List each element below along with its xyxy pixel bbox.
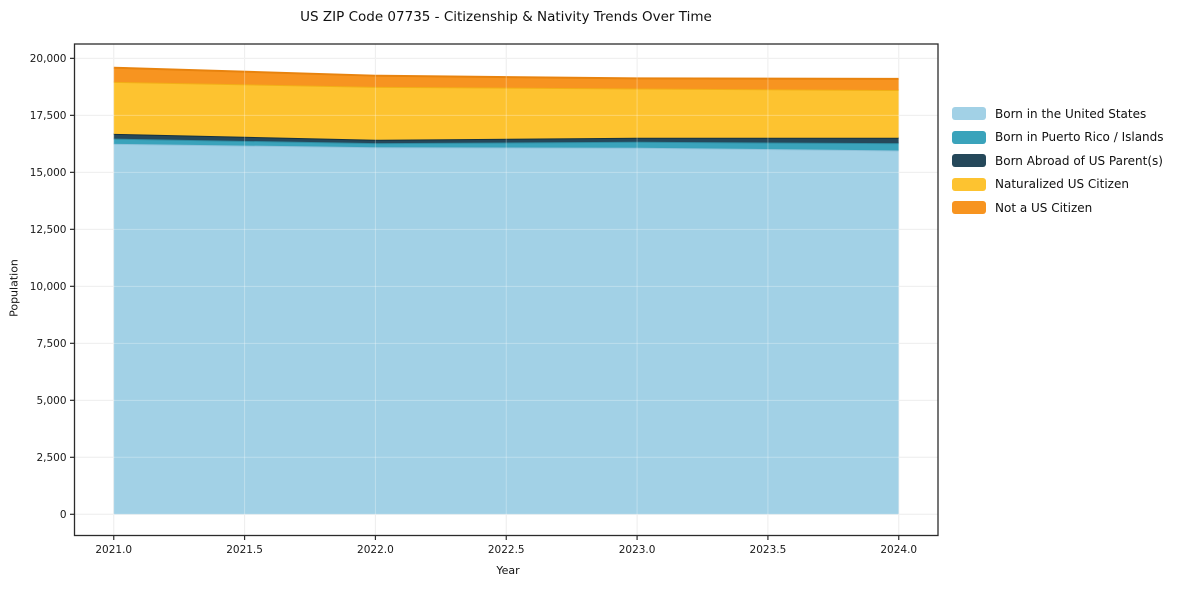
- x-axis-label: Year: [496, 564, 520, 577]
- legend-label-born-pr: Born in Puerto Rico / Islands: [995, 130, 1164, 145]
- svg-text:2022.0: 2022.0: [357, 544, 394, 556]
- svg-text:2022.5: 2022.5: [488, 544, 525, 556]
- legend-item: Born Abroad of US Parent(s): [952, 149, 1164, 173]
- legend-label-naturalized: Naturalized US Citizen: [995, 177, 1129, 192]
- legend-item: Naturalized US Citizen: [952, 173, 1164, 197]
- svg-text:2021.5: 2021.5: [226, 544, 263, 556]
- legend-item: Not a US Citizen: [952, 196, 1164, 220]
- svg-text:2,500: 2,500: [36, 452, 66, 464]
- svg-text:7,500: 7,500: [36, 338, 66, 350]
- svg-text:12,500: 12,500: [30, 224, 67, 236]
- legend-swatch-not-citizen: [952, 201, 986, 215]
- legend-label-not-citizen: Not a US Citizen: [995, 200, 1093, 215]
- svg-text:17,500: 17,500: [30, 110, 67, 122]
- svg-text:0: 0: [60, 509, 67, 521]
- legend-label-born-abroad: Born Abroad of US Parent(s): [995, 153, 1163, 168]
- svg-text:20,000: 20,000: [30, 53, 67, 65]
- legend-item: Born in Puerto Rico / Islands: [952, 126, 1164, 150]
- svg-text:2023.5: 2023.5: [750, 544, 787, 556]
- legend-item: Born in the United States: [952, 102, 1164, 126]
- legend-swatch-naturalized: [952, 177, 986, 191]
- svg-text:5,000: 5,000: [36, 395, 66, 407]
- svg-text:2024.0: 2024.0: [880, 544, 917, 556]
- legend-swatch-born-us: [952, 107, 986, 121]
- svg-text:2021.0: 2021.0: [95, 544, 132, 556]
- svg-text:2023.0: 2023.0: [619, 544, 656, 556]
- svg-text:15,000: 15,000: [30, 167, 67, 179]
- svg-text:10,000: 10,000: [30, 281, 67, 293]
- chart-title: US ZIP Code 07735 - Citizenship & Nativi…: [300, 9, 712, 25]
- legend: Born in the United States Born in Puerto…: [952, 102, 1164, 220]
- legend-swatch-born-abroad: [952, 154, 986, 168]
- legend-label-born-us: Born in the United States: [995, 106, 1147, 121]
- legend-swatch-born-pr: [952, 130, 986, 144]
